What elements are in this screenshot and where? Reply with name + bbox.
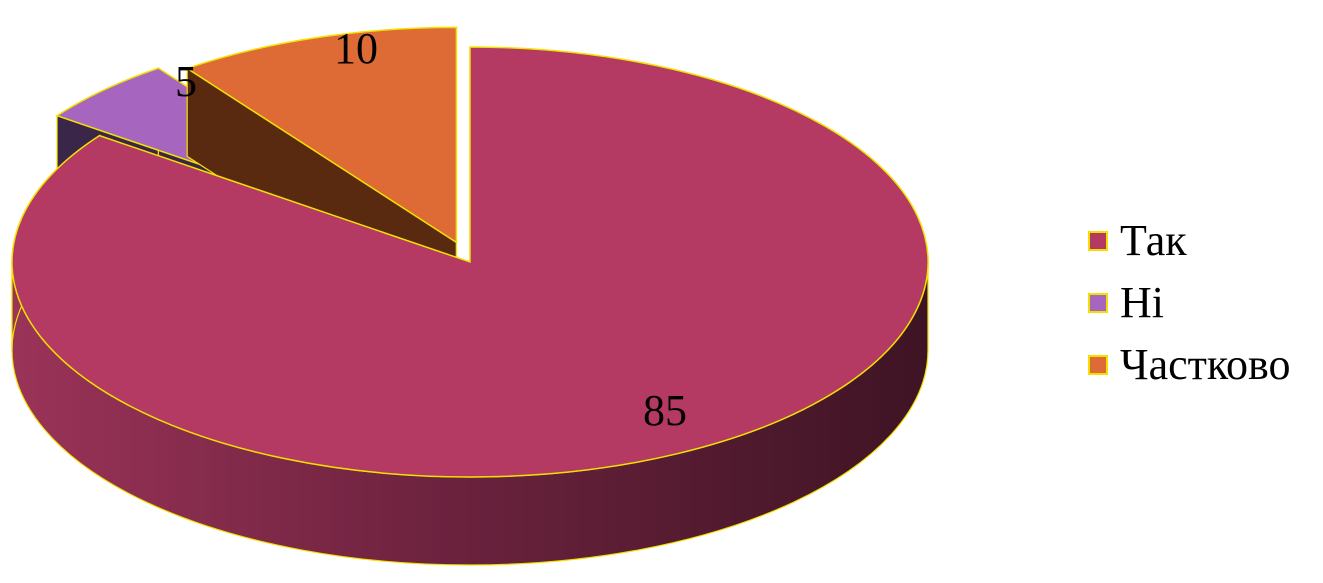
legend-label-ni: Ні [1120,278,1164,327]
slice-tak [11,46,929,478]
pie-chart-plot: 85 5 10 [11,24,929,566]
chart-legend: Так Ні Частково [1088,210,1318,396]
legend-swatch-ni [1088,293,1108,313]
legend-swatch-chastkovo [1088,355,1108,375]
data-label-chastkovo: 10 [334,24,378,73]
data-label-tak: 85 [643,386,687,435]
legend-label-chastkovo: Частково [1120,340,1291,389]
slice-chastkovo [185,26,458,244]
legend-swatch-tak [1088,231,1108,251]
legend-item-tak: Так [1088,210,1318,272]
legend-item-ni: Ні [1088,272,1318,334]
legend-label-tak: Так [1120,216,1187,265]
data-label-ni: 5 [175,57,197,106]
legend-item-chastkovo: Частково [1088,334,1318,396]
